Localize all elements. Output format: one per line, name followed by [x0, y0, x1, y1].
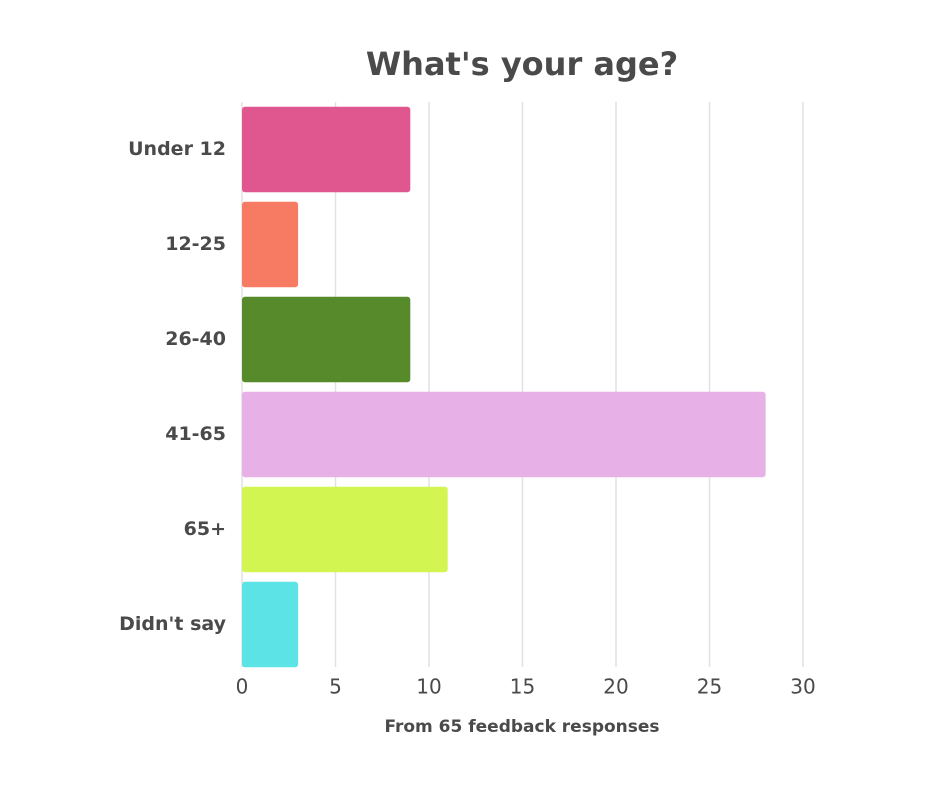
y-tick-label: 12-25: [165, 233, 226, 255]
x-axis-label: From 65 feedback responses: [384, 717, 659, 737]
y-tick-label: 26-40: [165, 328, 226, 350]
bar: [242, 106, 411, 193]
bar: [242, 296, 411, 383]
bar: [242, 391, 766, 478]
x-tick-label: 5: [329, 675, 342, 699]
y-tick-label: 65+: [184, 518, 226, 540]
y-tick-label: 41-65: [165, 423, 226, 445]
y-tick-label: Under 12: [128, 138, 226, 160]
x-tick-label: 25: [697, 675, 722, 699]
x-tick-label: 20: [603, 675, 628, 699]
bar: [242, 201, 299, 288]
y-tick-label: Didn't say: [119, 613, 226, 635]
x-tick-label: 0: [236, 675, 249, 699]
bar: [242, 581, 299, 668]
bar: [242, 486, 448, 573]
x-tick-label: 10: [416, 675, 441, 699]
x-tick-label: 15: [510, 675, 535, 699]
chart-title: What's your age?: [366, 45, 678, 83]
x-tick-label: 30: [790, 675, 815, 699]
